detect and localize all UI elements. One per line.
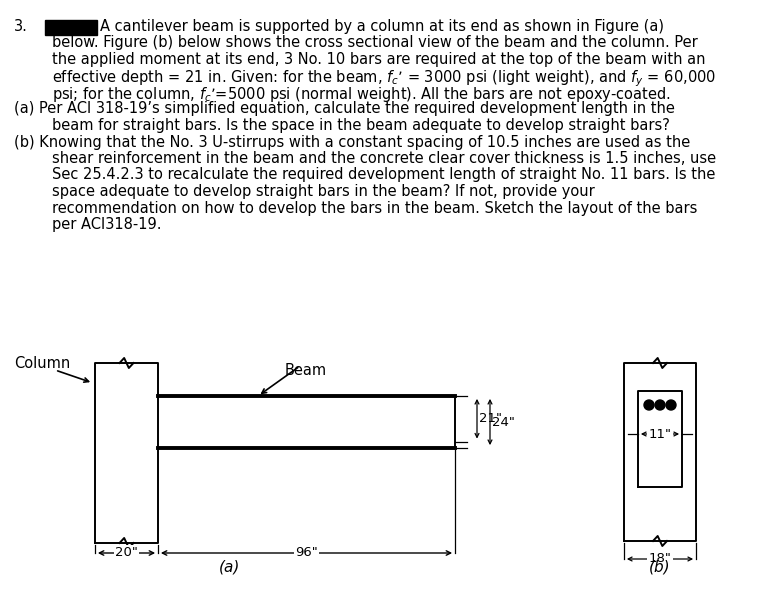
Circle shape [655, 400, 665, 410]
Text: (b): (b) [649, 560, 670, 575]
Text: per ACI318-19.: per ACI318-19. [52, 217, 161, 232]
Text: psi; for the column, $f_c$’=5000 psi (normal weight). All the bars are not epoxy: psi; for the column, $f_c$’=5000 psi (no… [52, 85, 671, 104]
Text: 96": 96" [295, 547, 318, 560]
Text: 18": 18" [648, 553, 671, 566]
Text: effective depth = 21 in. Given: for the beam, $f_c$’ = 3000 psi (light weight), : effective depth = 21 in. Given: for the … [52, 69, 716, 89]
Text: 21": 21" [479, 413, 502, 426]
Text: 20": 20" [115, 547, 138, 560]
Text: shear reinforcement in the beam and the concrete clear cover thickness is 1.5 in: shear reinforcement in the beam and the … [52, 151, 716, 166]
Text: beam for straight bars. Is the space in the beam adequate to develop straight ba: beam for straight bars. Is the space in … [52, 118, 670, 133]
Text: A cantilever beam is supported by a column at its end as shown in Figure (a): A cantilever beam is supported by a colu… [100, 19, 664, 34]
Text: space adequate to develop straight bars in the beam? If not, provide your: space adequate to develop straight bars … [52, 184, 594, 199]
Text: Beam: Beam [285, 363, 327, 378]
Bar [45, 20, 97, 35]
Text: below. Figure (b) below shows the cross sectional view of the beam and the colum: below. Figure (b) below shows the cross … [52, 35, 698, 50]
Text: (a): (a) [220, 560, 240, 575]
Text: 24": 24" [492, 415, 515, 428]
Text: 11": 11" [648, 427, 671, 440]
Text: the applied moment at its end, 3 No. 10 bars are required at the top of the beam: the applied moment at its end, 3 No. 10 … [52, 52, 706, 67]
Circle shape [666, 400, 676, 410]
Text: recommendation on how to develop the bars in the beam. Sketch the layout of the : recommendation on how to develop the bar… [52, 200, 697, 216]
Text: (b) Knowing that the No. 3 U-stirrups with a constant spacing of 10.5 inches are: (b) Knowing that the No. 3 U-stirrups wi… [14, 135, 690, 150]
Text: Column: Column [14, 356, 70, 371]
Text: (a) Per ACI 318-19’s simplified equation, calculate the required development len: (a) Per ACI 318-19’s simplified equation… [14, 102, 675, 116]
Text: 3.: 3. [14, 19, 28, 34]
Text: Sec 25.4.2.3 to recalculate the required development length of straight No. 11 b: Sec 25.4.2.3 to recalculate the required… [52, 167, 715, 183]
Circle shape [644, 400, 654, 410]
